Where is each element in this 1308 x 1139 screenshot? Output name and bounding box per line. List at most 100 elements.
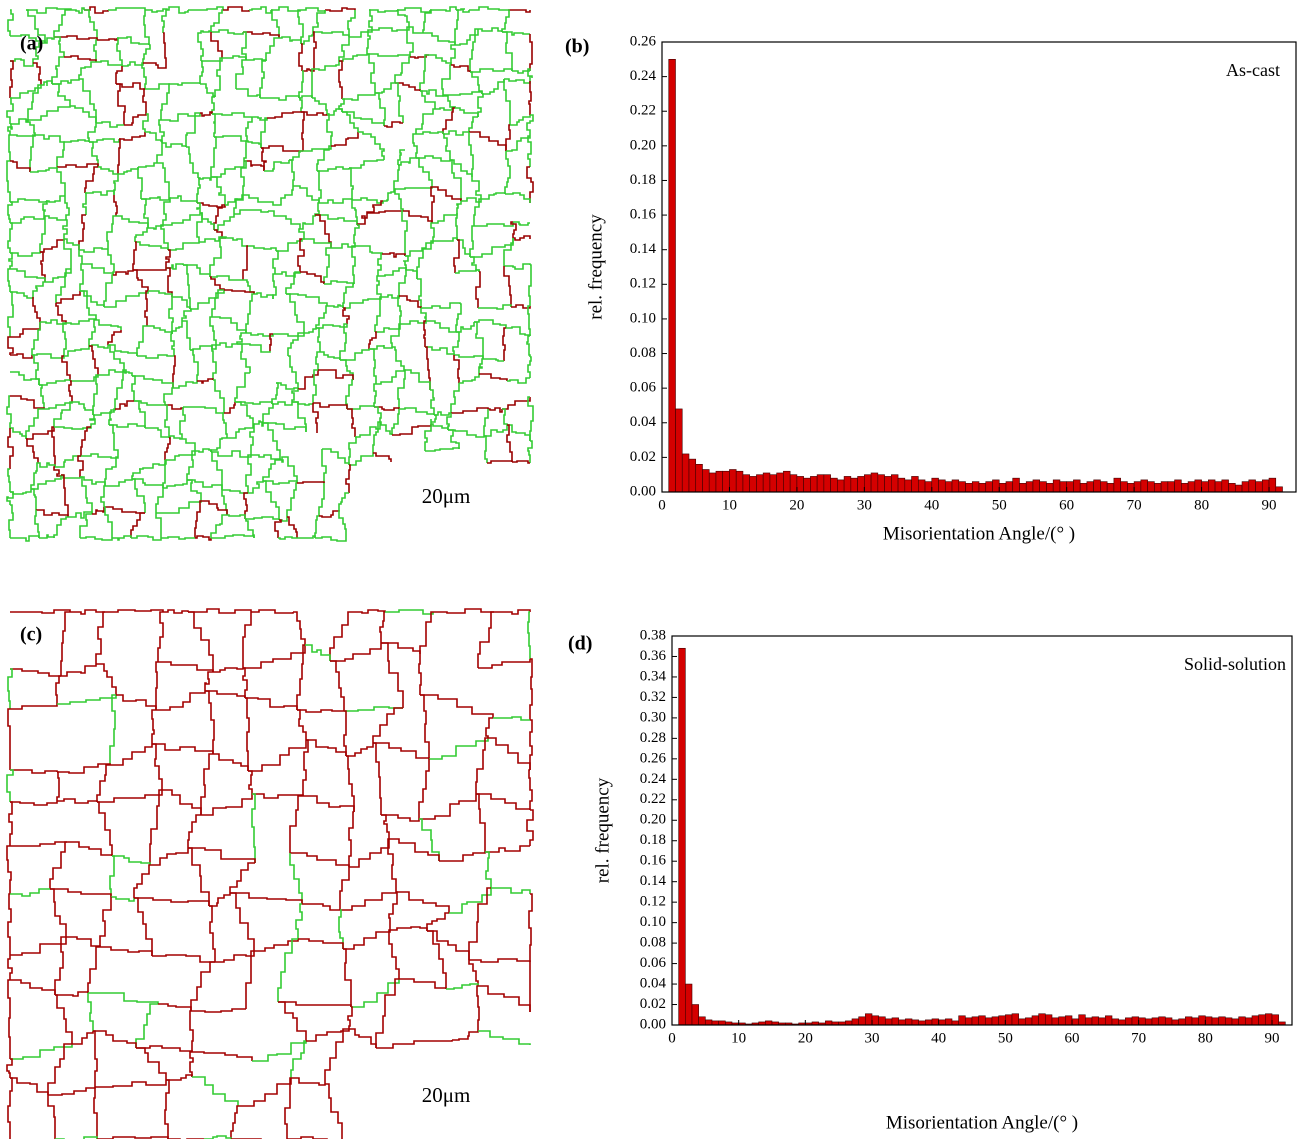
grain-boundary — [242, 612, 252, 668]
bar — [1158, 1016, 1166, 1026]
grain-boundary — [502, 31, 530, 36]
grain-boundary — [135, 1003, 158, 1048]
grain-boundary — [272, 401, 293, 406]
grain-boundary — [112, 855, 151, 865]
grain-boundary — [161, 9, 167, 33]
grain-boundary — [313, 402, 348, 409]
grain-boundary — [306, 739, 347, 756]
bar — [884, 476, 892, 493]
grain-boundary — [384, 121, 403, 128]
grain-boundary — [29, 134, 35, 172]
bar — [978, 483, 987, 493]
grain-boundary — [263, 480, 280, 520]
grain-boundary — [124, 369, 133, 376]
y-tick-label: 0.22 — [630, 103, 656, 119]
y-tick-label: 0.08 — [630, 345, 656, 361]
grain-boundary — [210, 275, 243, 281]
grain-boundary — [139, 460, 166, 470]
grain-boundary — [209, 237, 226, 277]
grain-boundary — [369, 348, 377, 384]
bar — [796, 476, 804, 493]
grain-boundary — [382, 252, 406, 258]
bar — [843, 476, 852, 493]
grain-boundary — [430, 6, 457, 12]
bar — [1127, 483, 1135, 493]
grain-boundary — [297, 709, 307, 740]
grain-boundary — [419, 54, 429, 91]
grain-boundary — [399, 978, 447, 989]
grain-boundary — [347, 408, 356, 437]
grain-boundary — [245, 697, 298, 710]
grain-boundary — [478, 27, 503, 32]
grain-boundary — [374, 406, 400, 411]
grain-boundary — [243, 140, 247, 161]
grain-boundary — [7, 336, 14, 355]
grain-boundary — [475, 271, 481, 308]
grain-boundary — [479, 373, 508, 381]
grain-boundary — [64, 55, 97, 62]
grain-boundary — [345, 379, 353, 409]
grain-boundary — [249, 6, 272, 14]
grain-boundary — [53, 516, 68, 538]
grain-boundary — [297, 709, 344, 713]
x-tick-label: 20 — [798, 1030, 813, 1046]
grain-boundary — [236, 332, 246, 344]
grain-boundary — [457, 239, 471, 257]
grain-boundary — [526, 114, 534, 136]
grain-boundary — [322, 448, 350, 465]
y-tick-label: 0.24 — [630, 68, 657, 84]
bar — [878, 1016, 886, 1026]
grain-boundary — [190, 961, 215, 1011]
x-axis-label: Misorientation Angle/(° ) — [883, 523, 1075, 544]
grain-boundary — [419, 611, 433, 654]
grain-boundary — [97, 801, 113, 856]
bar — [1201, 481, 1209, 493]
grain-boundary — [417, 278, 422, 308]
grain-boundary — [468, 116, 478, 132]
grain-boundary — [201, 794, 253, 816]
bar — [1073, 479, 1081, 493]
grain-boundary — [158, 1003, 192, 1011]
grain-boundary — [164, 404, 170, 438]
bar — [857, 476, 865, 493]
grain-boundary — [142, 44, 151, 63]
bar — [971, 481, 980, 493]
grain-boundary — [63, 239, 72, 269]
grain-boundary — [209, 905, 216, 962]
x-tick-label: 20 — [789, 497, 804, 513]
grain-boundary — [254, 292, 274, 299]
bar — [1154, 483, 1162, 493]
grain-boundary — [212, 112, 252, 118]
grain-boundary — [52, 79, 80, 85]
grain-boundary — [243, 31, 280, 38]
grain-boundary — [107, 249, 115, 275]
grain-boundary — [211, 344, 217, 380]
grain-boundary — [77, 455, 84, 477]
bar — [837, 479, 845, 493]
grain-boundary — [435, 106, 456, 111]
grain-boundary — [468, 960, 479, 986]
grain-boundary — [79, 247, 108, 253]
bar — [823, 474, 831, 493]
grain-boundary — [79, 78, 97, 123]
grain-boundary — [286, 482, 297, 517]
grain-boundary — [227, 514, 246, 519]
grain-boundary — [143, 10, 150, 45]
x-tick-label: 10 — [722, 497, 737, 513]
grain-boundary — [454, 9, 459, 45]
grain-boundary — [279, 36, 302, 44]
bar — [688, 458, 697, 493]
grain-boundary — [189, 1051, 194, 1077]
grain-boundary — [450, 383, 460, 413]
grain-boundary — [529, 34, 533, 71]
grain-boundary — [278, 536, 297, 540]
grain-map — [6, 608, 534, 1139]
grain-boundary — [528, 264, 532, 306]
grain-boundary — [32, 297, 41, 322]
bar — [1140, 479, 1148, 493]
grain-boundary — [420, 308, 427, 321]
grain-boundary — [80, 476, 106, 486]
grain-boundary — [430, 414, 437, 424]
grain-boundary — [488, 407, 503, 413]
grain-boundary — [10, 609, 71, 614]
